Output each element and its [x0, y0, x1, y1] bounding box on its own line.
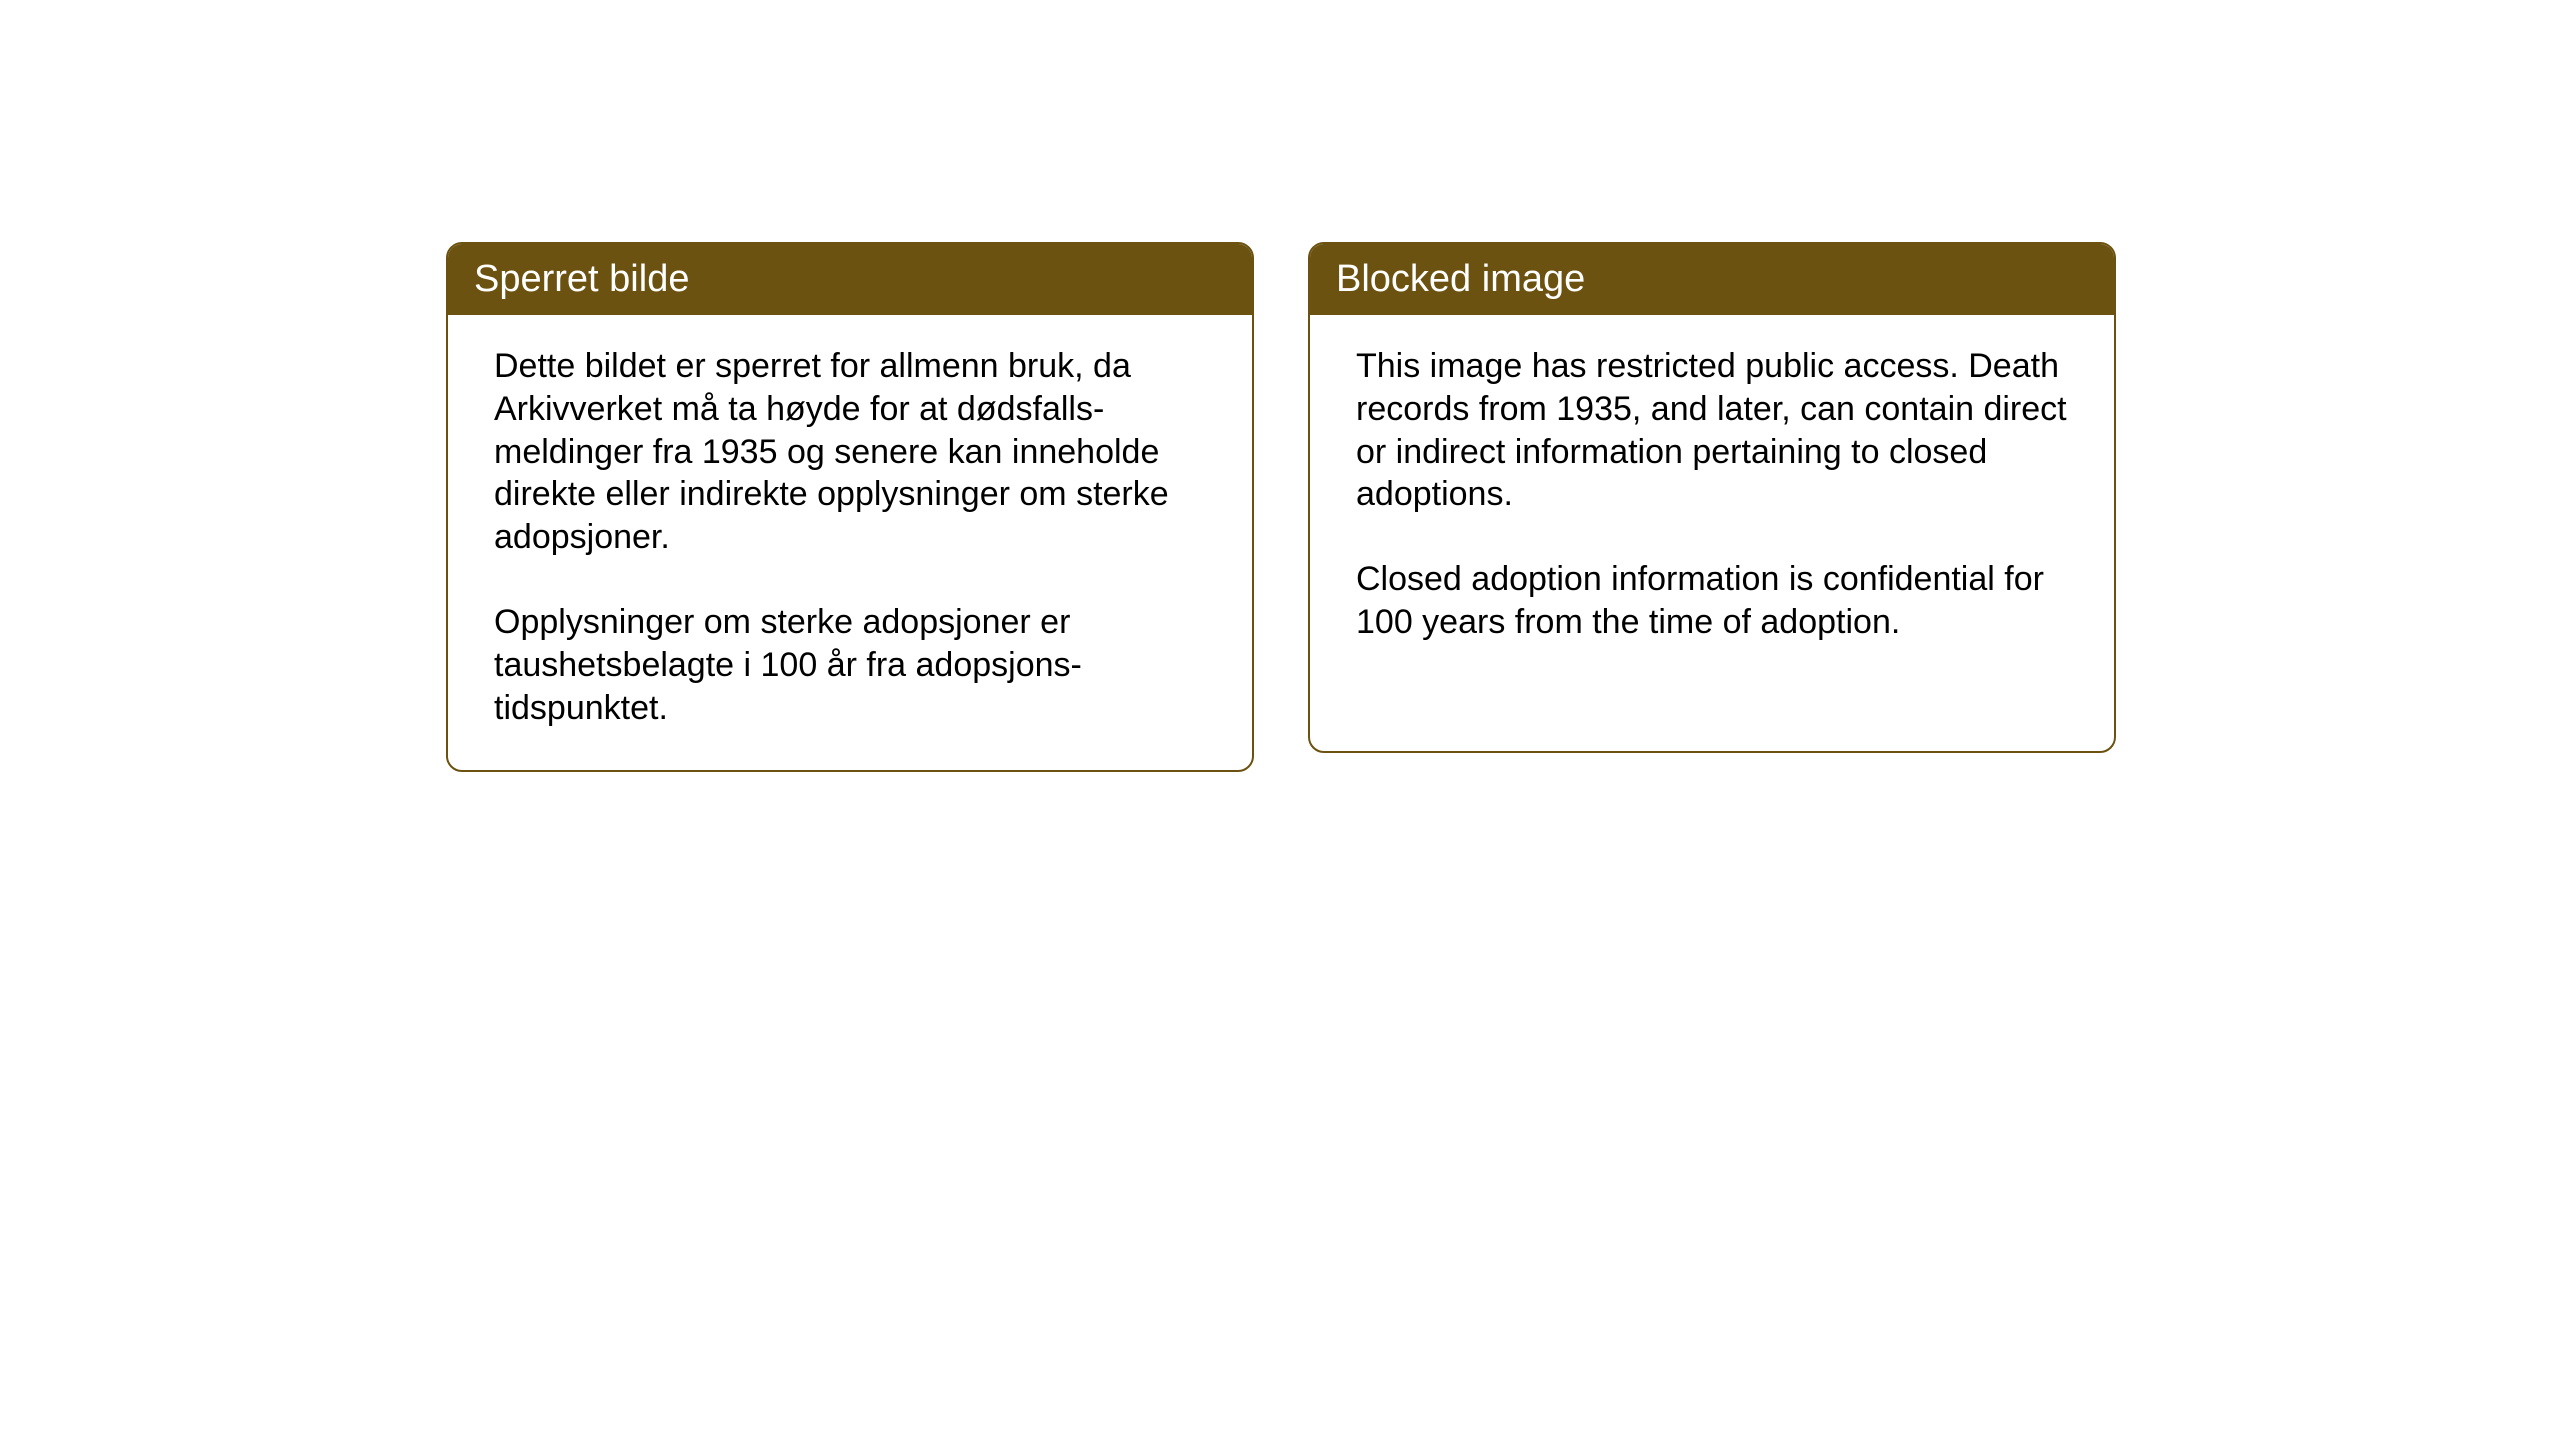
card-title-norwegian: Sperret bilde: [474, 258, 689, 300]
card-english: Blocked image This image has restricted …: [1308, 242, 2116, 753]
cards-container: Sperret bilde Dette bildet er sperret fo…: [446, 242, 2116, 772]
card-paragraph-2-norwegian: Opplysninger om sterke adopsjoner er tau…: [494, 601, 1206, 729]
card-norwegian: Sperret bilde Dette bildet er sperret fo…: [446, 242, 1254, 772]
card-header-norwegian: Sperret bilde: [448, 244, 1252, 315]
card-title-english: Blocked image: [1336, 258, 1585, 300]
card-body-english: This image has restricted public access.…: [1310, 315, 2114, 684]
card-paragraph-1-english: This image has restricted public access.…: [1356, 345, 2068, 516]
card-body-norwegian: Dette bildet er sperret for allmenn bruk…: [448, 315, 1252, 770]
card-header-english: Blocked image: [1310, 244, 2114, 315]
card-paragraph-2-english: Closed adoption information is confident…: [1356, 558, 2068, 644]
card-paragraph-1-norwegian: Dette bildet er sperret for allmenn bruk…: [494, 345, 1206, 559]
